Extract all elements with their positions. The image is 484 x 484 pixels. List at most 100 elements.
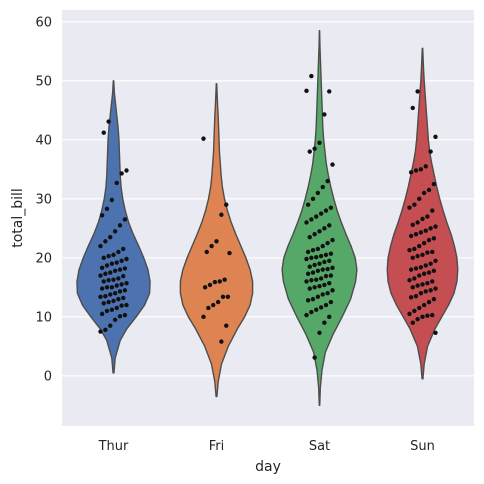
point-sun bbox=[413, 168, 419, 173]
point-thur bbox=[111, 252, 116, 258]
point-fri bbox=[215, 299, 221, 305]
point-sat bbox=[322, 112, 327, 117]
point-sat bbox=[330, 162, 335, 167]
point-sun bbox=[428, 288, 433, 293]
point-sun bbox=[415, 89, 420, 94]
point-sun bbox=[410, 222, 415, 227]
point-thur bbox=[103, 293, 108, 299]
point-sat bbox=[325, 240, 330, 246]
point-sun bbox=[425, 281, 430, 286]
point-sun bbox=[415, 283, 420, 288]
point-fri bbox=[220, 294, 226, 299]
point-sun bbox=[417, 243, 422, 249]
y-tick-label-20: 20 bbox=[35, 251, 52, 266]
point-sat bbox=[322, 282, 327, 288]
violin-thur bbox=[76, 80, 151, 374]
point-fri bbox=[219, 339, 224, 344]
x-tick-label-fri: Fri bbox=[209, 439, 225, 454]
point-sun bbox=[407, 278, 412, 283]
point-thur bbox=[112, 229, 118, 234]
point-sat bbox=[304, 279, 309, 284]
point-sat bbox=[307, 234, 312, 240]
point-sat bbox=[312, 146, 317, 151]
point-sat bbox=[314, 277, 319, 282]
point-sat bbox=[307, 264, 312, 269]
point-thur bbox=[111, 277, 116, 282]
point-sun bbox=[433, 330, 438, 335]
point-thur bbox=[109, 307, 115, 312]
point-fri bbox=[206, 305, 211, 311]
point-thur bbox=[98, 273, 103, 278]
point-sun bbox=[418, 291, 424, 296]
point-fri bbox=[212, 279, 218, 285]
point-sat bbox=[320, 184, 325, 190]
point-sun bbox=[428, 261, 433, 266]
point-sat bbox=[320, 267, 325, 272]
point-sat bbox=[323, 273, 329, 279]
point-sun bbox=[413, 232, 419, 237]
point-fri bbox=[227, 250, 232, 256]
violin-sat bbox=[281, 29, 358, 407]
point-sat bbox=[304, 220, 309, 225]
point-sat bbox=[310, 196, 316, 202]
point-sun bbox=[407, 205, 412, 210]
point-thur bbox=[119, 258, 124, 263]
point-thur bbox=[104, 308, 110, 314]
point-sun bbox=[415, 253, 420, 259]
point-thur bbox=[112, 291, 118, 296]
point-sun bbox=[426, 299, 432, 305]
point-fri bbox=[204, 249, 209, 255]
point-sun bbox=[408, 170, 414, 175]
point-sat bbox=[317, 283, 322, 289]
point-sun bbox=[410, 285, 415, 290]
point-sun bbox=[426, 270, 432, 275]
point-sat bbox=[309, 278, 314, 283]
point-sun bbox=[412, 202, 417, 207]
point-sat bbox=[325, 178, 330, 184]
point-fri bbox=[222, 277, 227, 282]
point-sat bbox=[323, 208, 329, 213]
point-thur bbox=[108, 234, 113, 240]
point-sat bbox=[312, 232, 317, 237]
point-thur bbox=[109, 197, 115, 203]
point-sat bbox=[325, 266, 330, 272]
point-sat bbox=[323, 302, 329, 308]
point-sun bbox=[413, 293, 419, 299]
y-tick-label-30: 30 bbox=[35, 192, 52, 207]
point-sat bbox=[307, 286, 312, 291]
point-sat bbox=[314, 307, 319, 312]
point-sat bbox=[318, 253, 324, 259]
point-sun bbox=[425, 214, 430, 219]
point-thur bbox=[101, 255, 106, 261]
point-thur bbox=[119, 303, 124, 308]
point-sat bbox=[325, 291, 330, 296]
point-thur bbox=[106, 278, 111, 283]
point-sat bbox=[328, 273, 334, 278]
point-sun bbox=[425, 250, 430, 255]
point-thur bbox=[112, 268, 118, 274]
x-tick-labels: Thur Fri Sat Sun bbox=[98, 439, 435, 454]
point-thur bbox=[122, 312, 128, 318]
point-thur bbox=[117, 267, 123, 272]
point-sun bbox=[428, 149, 433, 154]
point-sat bbox=[318, 305, 324, 310]
point-thur bbox=[99, 286, 105, 291]
point-sun bbox=[433, 258, 438, 263]
point-sun bbox=[420, 216, 425, 222]
point-sun bbox=[417, 305, 422, 311]
y-tick-label-50: 50 bbox=[35, 74, 52, 89]
point-thur bbox=[98, 243, 103, 249]
point-thur bbox=[122, 217, 128, 222]
point-thur bbox=[124, 302, 129, 308]
point-sat bbox=[312, 355, 317, 360]
point-thur bbox=[122, 288, 128, 293]
point-thur bbox=[124, 168, 129, 173]
point-thur bbox=[114, 260, 119, 265]
point-thur bbox=[109, 261, 115, 266]
point-fri bbox=[211, 302, 216, 308]
point-sun bbox=[431, 268, 437, 274]
point-sun bbox=[431, 236, 437, 241]
point-thur bbox=[109, 285, 115, 290]
point-sat bbox=[327, 281, 332, 286]
point-fri bbox=[207, 282, 213, 288]
